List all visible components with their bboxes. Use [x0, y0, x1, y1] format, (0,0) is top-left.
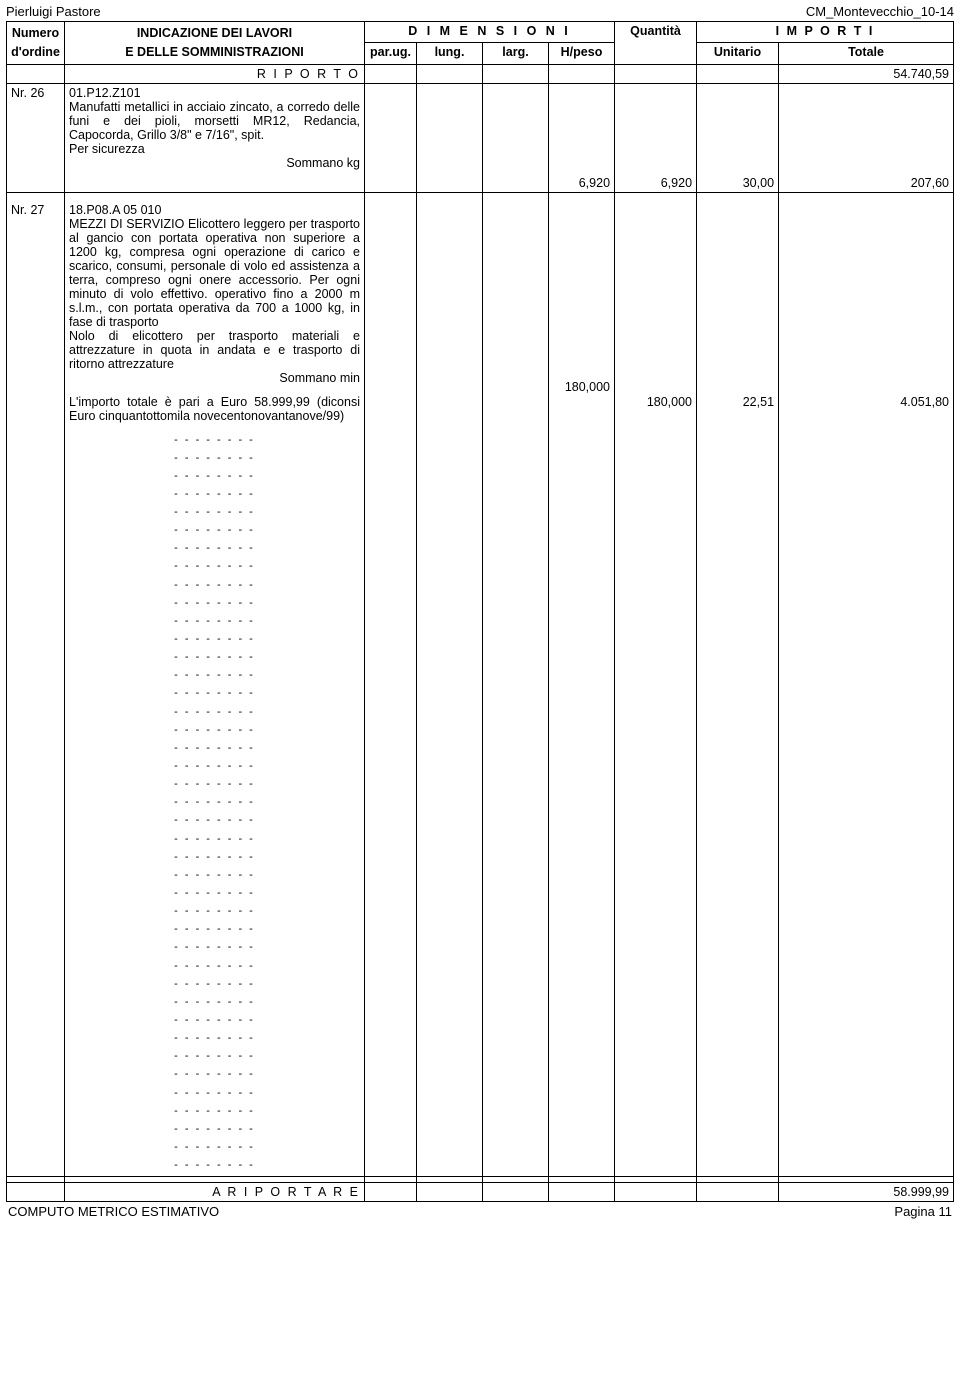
th-numero2: d'ordine [11, 45, 60, 59]
page-footer: COMPUTO METRICO ESTIMATIVO Pagina 11 [6, 1204, 954, 1219]
dashes-filler: - - - - - - - -- - - - - - - -- - - - - … [69, 431, 360, 1175]
row-desc: MEZZI DI SERVIZIO Elicottero leggero per… [69, 217, 360, 329]
header-left: Pierluigi Pastore [6, 4, 101, 19]
ariportare-totale: 58.999,99 [779, 1183, 954, 1202]
row-nr: Nr. 26 [7, 83, 65, 192]
footer-left: COMPUTO METRICO ESTIMATIVO [8, 1204, 219, 1219]
row-qta: 180,000 [647, 395, 692, 409]
ariportare-label: A R I P O R T A R E [65, 1183, 365, 1202]
row-unit: 30,00 [697, 83, 779, 192]
th-quantita: Quantità [615, 22, 697, 65]
row-code: 01.P12.Z101 [69, 86, 360, 100]
row-sommano: Sommano min [69, 371, 360, 385]
th-indicazione1: INDICAZIONE DEI LAVORI [137, 26, 292, 40]
row-hpeso: 180,000 [565, 380, 610, 394]
row-sub: Per sicurezza [69, 142, 145, 156]
row-tot: 207,60 [779, 83, 954, 192]
row-tot: 4.051,80 [900, 395, 949, 409]
th-numero1: Numero [12, 26, 59, 40]
row-code: 18.P08.A 05 010 [69, 203, 360, 217]
th-lung: lung. [417, 43, 483, 64]
th-indicazione2: E DELLE SOMMINISTRAZIONI [125, 45, 303, 59]
table-row: Nr. 26 01.P12.Z101 Manufatti metallici i… [7, 83, 954, 192]
riporto-row: R I P O R T O 54.740,59 [7, 64, 954, 83]
row-sub: Nolo di elicottero per trasporto materia… [69, 329, 360, 371]
table-header: Numero d'ordine INDICAZIONE DEI LAVORI E… [7, 22, 954, 65]
table-row: Nr. 27 18.P08.A 05 010 MEZZI DI SERVIZIO… [7, 192, 954, 1177]
computo-table: Numero d'ordine INDICAZIONE DEI LAVORI E… [6, 21, 954, 1202]
ariportare-row: A R I P O R T A R E 58.999,99 [7, 1183, 954, 1202]
footer-right: Pagina 11 [894, 1204, 952, 1219]
th-hpeso: H/peso [549, 43, 615, 64]
th-dimensioni: D I M E N S I O N I [365, 22, 615, 43]
riporto-totale: 54.740,59 [779, 64, 954, 83]
row-sommano: Sommano kg [69, 156, 360, 170]
row-hpeso: 6,920 [579, 176, 610, 190]
th-larg: larg. [483, 43, 549, 64]
page-header: Pierluigi Pastore CM_Montevecchio_10-14 [6, 4, 954, 19]
th-unitario: Unitario [697, 43, 779, 64]
riporto-label: R I P O R T O [65, 64, 365, 83]
th-parug: par.ug. [365, 43, 417, 64]
row-qta: 6,920 [615, 83, 697, 192]
row-nr: Nr. 27 [7, 192, 65, 1177]
th-importi: I M P O R T I [697, 22, 954, 43]
th-totale: Totale [779, 43, 954, 64]
importo-note: L'importo totale è pari a Euro 58.999,99… [69, 395, 360, 423]
row-desc: Manufatti metallici in acciaio zincato, … [69, 100, 360, 142]
header-right: CM_Montevecchio_10-14 [806, 4, 954, 19]
row-unit: 22,51 [743, 395, 774, 409]
